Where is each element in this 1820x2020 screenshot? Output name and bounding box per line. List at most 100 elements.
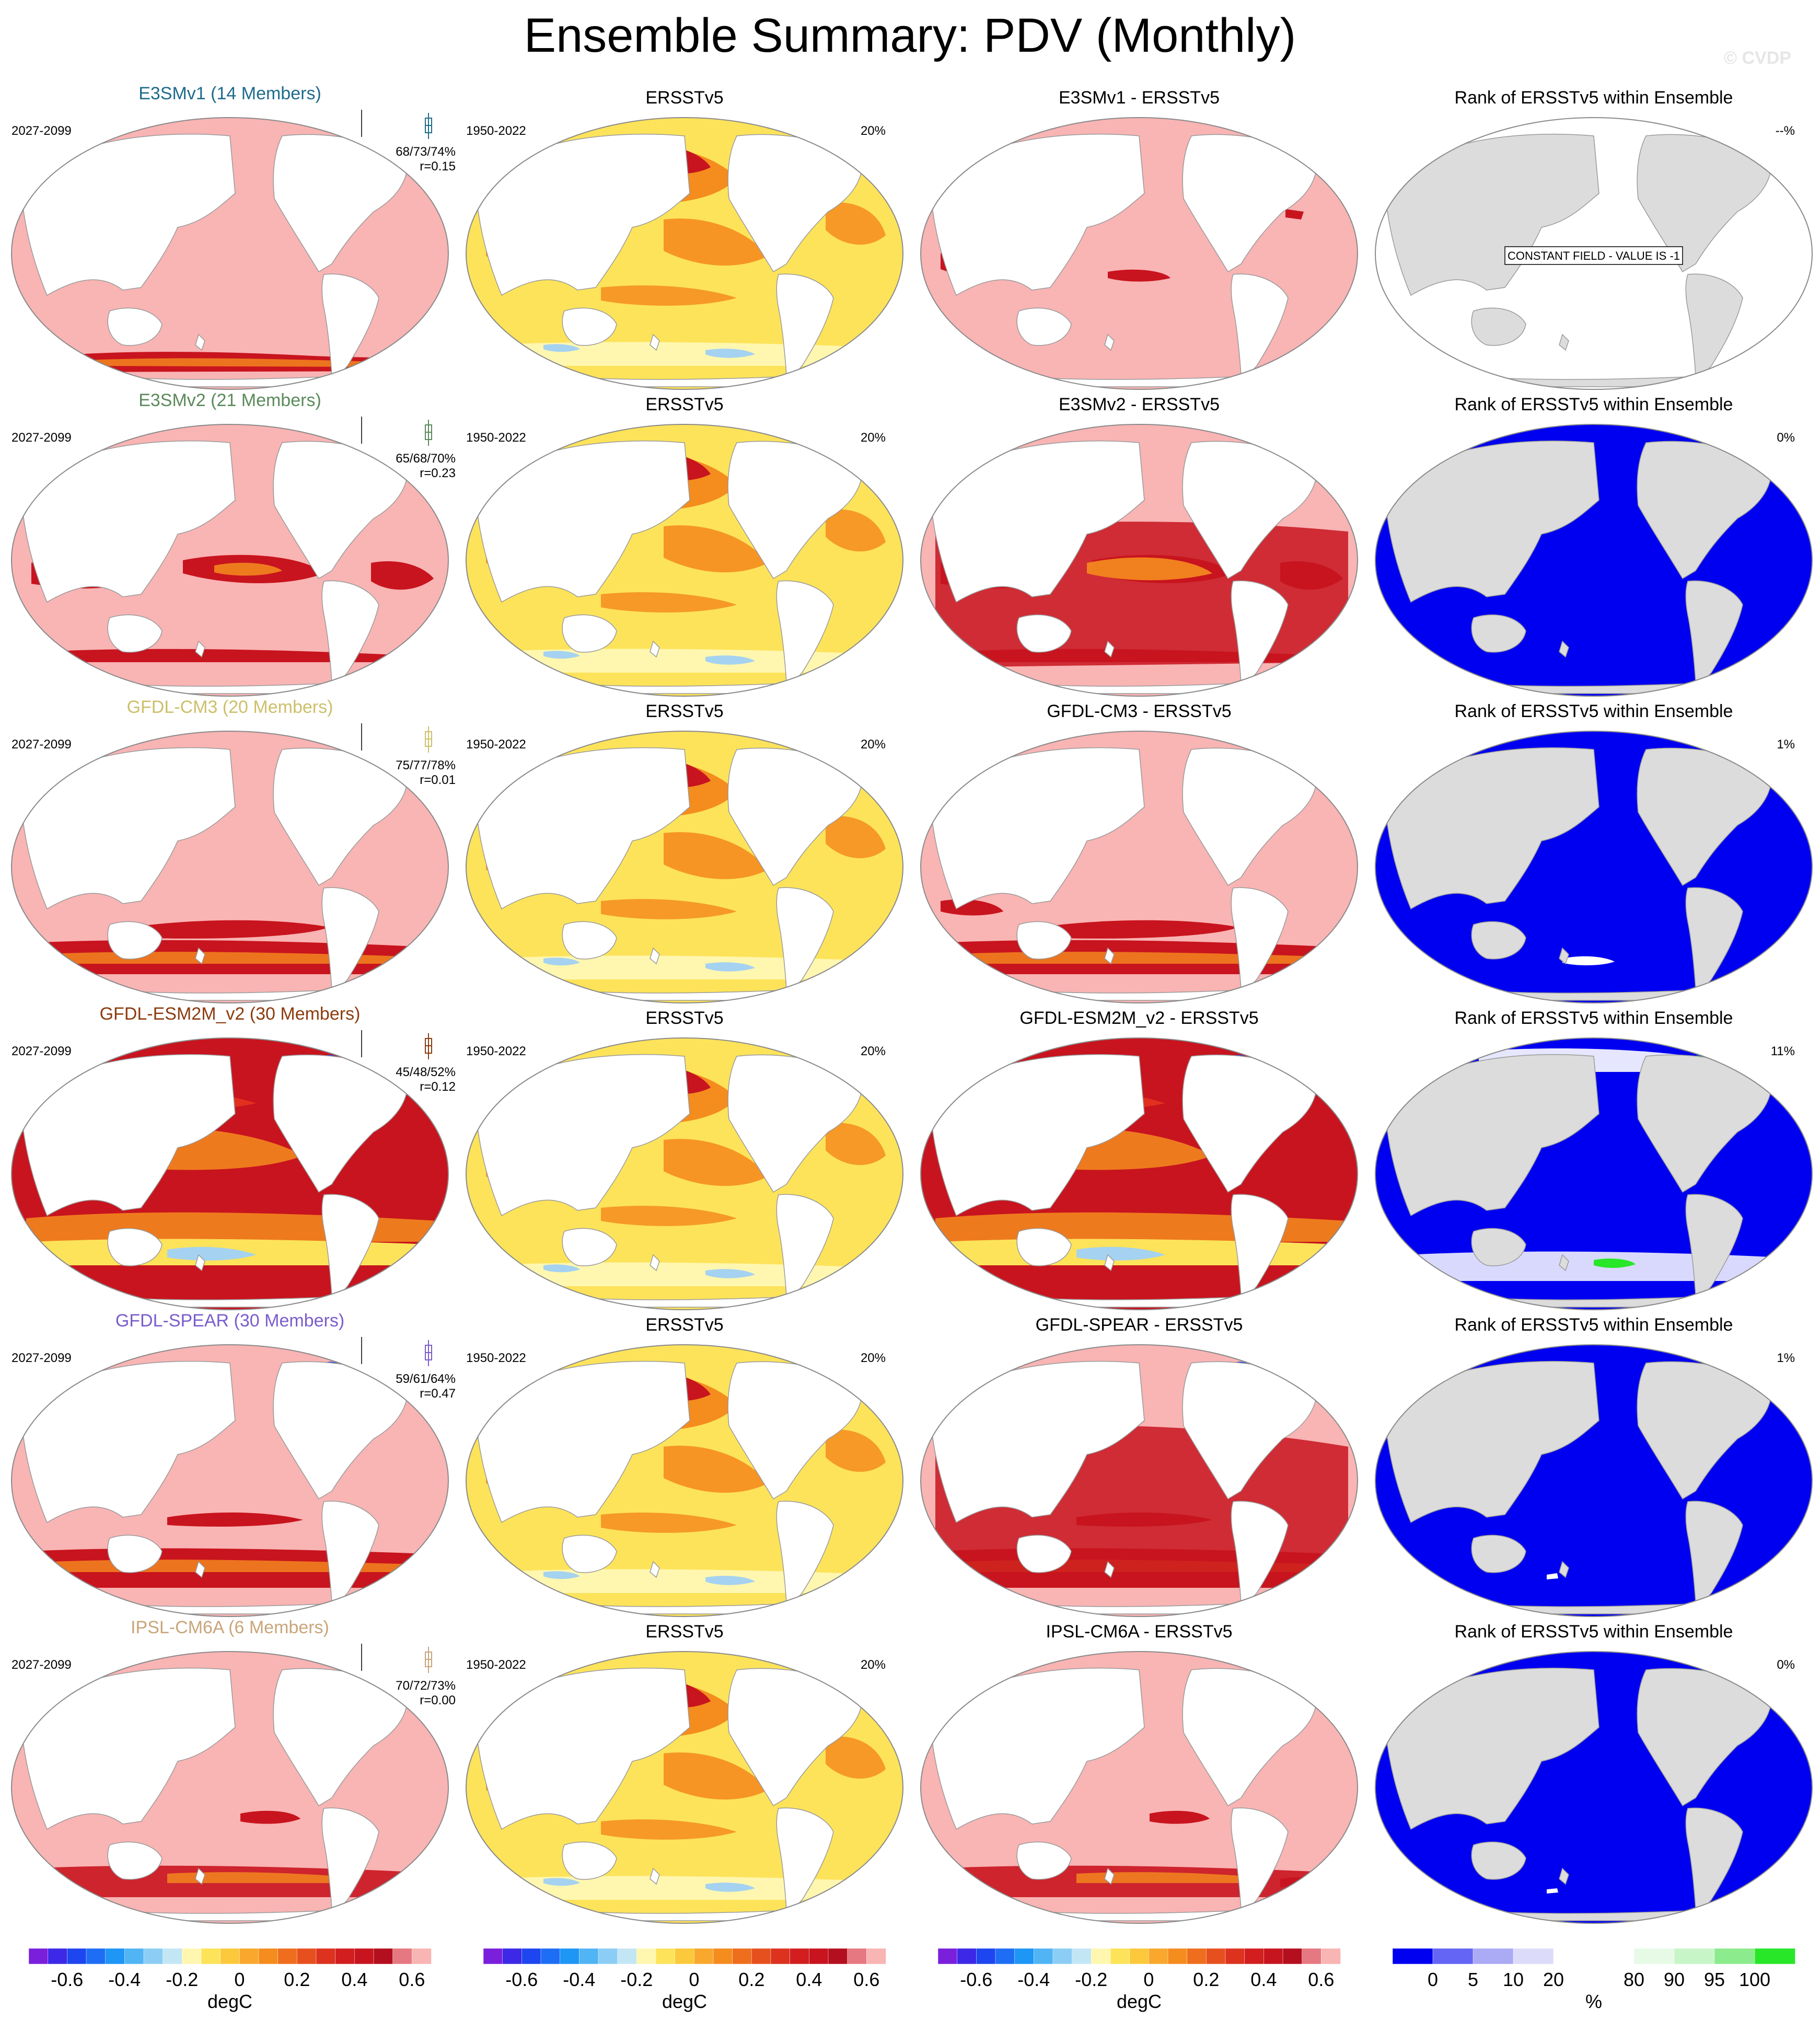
colorbar-swatch: [412, 1948, 432, 1965]
panel-r0-rank: Rank of ERSSTv5 within Ensemble --% CONSTA…: [1375, 88, 1813, 390]
obs-atlantic-orange: [826, 1123, 886, 1165]
colorbar-swatch: [48, 1948, 68, 1965]
map-border: [1375, 1344, 1813, 1617]
colorbar-swatch: [1392, 1948, 1433, 1965]
colorbar-swatch: [483, 1948, 503, 1965]
obs-southern-blue-a: [543, 651, 580, 659]
map-field: [466, 731, 903, 1003]
map-border: [1375, 424, 1813, 697]
rank-percent: 0%: [1777, 431, 1795, 445]
land-asia: [20, 440, 236, 603]
colorbar-swatch: [866, 1948, 886, 1965]
colorbar-tick: 0: [1143, 1969, 1154, 1990]
colorbar-swatch: [67, 1948, 87, 1965]
map-field: [1375, 1345, 1812, 1617]
panel-title-rank: Rank of ERSSTv5 within Ensemble: [1455, 701, 1733, 721]
land-new-zealand: [650, 640, 660, 658]
colorbar-swatch: [937, 1948, 958, 1965]
colorbar-tick: 10: [1503, 1969, 1524, 1990]
colorbar-tick: 80: [1624, 1969, 1644, 1990]
obs-south-pacific-orange: [601, 285, 737, 306]
member-box-whisker: [425, 420, 432, 446]
panel-title-model: E3SMv1 (14 Members): [138, 84, 321, 103]
land-asia: [475, 133, 690, 296]
colorbar-swatch: [335, 1948, 355, 1965]
pattern-stats: 65/68/70%: [396, 452, 456, 466]
land-new-zealand: [1104, 640, 1115, 658]
land-australia: [1471, 1534, 1526, 1573]
colorbar-swatch: [124, 1948, 144, 1965]
colorbar-swatch: [163, 1948, 183, 1965]
pattern-correlation: r=0.00: [420, 1693, 456, 1707]
colorbar-swatch: [1034, 1948, 1053, 1965]
pattern-stats: 59/61/64%: [396, 1372, 456, 1386]
obs-southern-blue-b: [705, 962, 755, 972]
colorbar-swatch: [694, 1948, 714, 1965]
pattern-correlation: r=0.23: [420, 466, 456, 480]
colorbar-swatch: [1321, 1948, 1341, 1965]
member-box-whisker: [425, 1033, 432, 1059]
panel-r0-diff: E3SMv1 - ERSSTv5: [920, 88, 1358, 390]
land-australia: [107, 921, 163, 960]
colorbar-swatch: [1110, 1948, 1130, 1965]
anomaly-south-pacific: [167, 1512, 303, 1527]
obs-east-pacific-orange: [664, 525, 768, 573]
rank-southern-white: [1562, 956, 1615, 965]
colorbar-swatch: [258, 1948, 279, 1965]
land-australia: [1471, 1228, 1526, 1266]
colorbar-swatch: [1282, 1948, 1303, 1965]
land-new-zealand: [1559, 1867, 1569, 1885]
panel-title-model: E3SMv2 (21 Members): [138, 390, 321, 410]
map-field: [466, 1345, 903, 1617]
colorbar-swatch: [1473, 1948, 1514, 1965]
land-australia: [1016, 1228, 1072, 1266]
colorbar-swatch: [182, 1948, 202, 1965]
obs-atlantic-orange: [826, 509, 886, 552]
period-label: 1950-2022: [466, 737, 526, 752]
obs-percent: 20%: [861, 1658, 886, 1672]
panel-title-obs: ERSSTv5: [645, 1315, 723, 1335]
pattern-stats: 70/72/73%: [396, 1679, 456, 1693]
panel-title-diff: IPSL-CM6A - ERSSTv5: [1046, 1622, 1232, 1642]
land-asia: [475, 747, 690, 910]
colorbar-swatch: [1187, 1948, 1207, 1965]
obs-percent: 20%: [861, 431, 886, 445]
map-border: [920, 731, 1358, 1003]
period-label: 1950-2022: [466, 1351, 526, 1365]
map-field: [466, 1038, 903, 1310]
colorbar-swatch: [1553, 1948, 1594, 1965]
colorbar-swatch: [201, 1948, 221, 1965]
land-asia: [20, 747, 236, 910]
land-australia: [107, 1534, 163, 1573]
panel-r2-model: GFDL-CM3 (20 Members) 2027-2099 75/77/78%r…: [11, 697, 456, 1003]
land-australia: [107, 307, 163, 346]
period-label: 1950-2022: [466, 1044, 526, 1058]
colorbar-tick: 0.6: [1308, 1969, 1334, 1990]
obs-southern-blue-b: [705, 655, 755, 665]
constant-field-note: CONSTANT FIELD - VALUE IS -1: [1504, 246, 1683, 265]
land-asia: [475, 440, 690, 603]
obs-atlantic-orange: [826, 1429, 886, 1472]
map-border: [466, 1344, 903, 1617]
colorbar-swatch: [1167, 1948, 1188, 1965]
colorbar-tick: 90: [1664, 1969, 1685, 1990]
land-new-zealand: [650, 947, 660, 965]
land-asia: [475, 1360, 690, 1523]
land-new-zealand: [195, 1254, 205, 1272]
period-label: 1950-2022: [466, 1658, 526, 1672]
colorbar-4: 0 5 10 20 80 90 95 100%: [1392, 1948, 1795, 2012]
obs-south-pacific-orange: [601, 1513, 737, 1533]
cvdp-watermark: © CVDP: [1724, 48, 1791, 68]
map-border: [920, 1037, 1358, 1310]
colorbar-swatch: [1633, 1948, 1675, 1965]
anomaly-core-orange: [1087, 557, 1212, 581]
obs-east-pacific-orange: [664, 1446, 768, 1493]
map-border: [920, 1344, 1358, 1617]
pattern-correlation: r=0.47: [420, 1387, 456, 1401]
land-asia: [930, 133, 1145, 296]
obs-south-pacific-orange: [601, 1206, 737, 1226]
obs-east-pacific-orange: [664, 1139, 768, 1186]
colorbar-swatch: [809, 1948, 829, 1965]
